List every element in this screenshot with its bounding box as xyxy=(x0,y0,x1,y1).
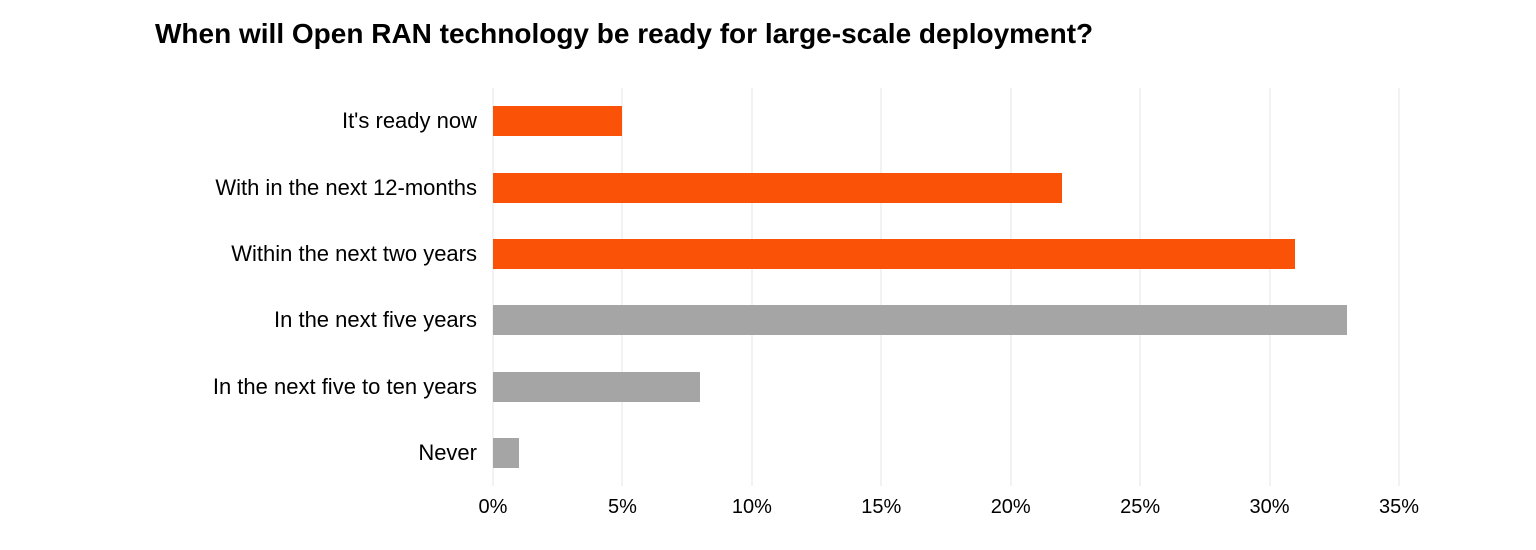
x-tick-label-10%: 10% xyxy=(731,496,772,518)
gridline-5 xyxy=(621,88,623,486)
category-label-3: In the next five years xyxy=(274,307,477,333)
gridline-0 xyxy=(492,88,494,486)
x-tick-label-15%: 15% xyxy=(861,496,902,518)
x-tick-label-35%: 35% xyxy=(1378,496,1420,518)
x-tick-label-20%: 20% xyxy=(990,496,1031,518)
category-label-0: It's ready now xyxy=(341,108,477,134)
bar-3 xyxy=(493,305,1348,336)
x-tick-label-30%: 30% xyxy=(1249,496,1290,518)
gridline-35 xyxy=(1398,88,1400,486)
category-label-4: In the next five to ten years xyxy=(212,373,477,399)
x-tick-label-5%: 5% xyxy=(607,496,637,518)
chart-title: When will Open RAN technology be ready f… xyxy=(155,18,1094,49)
x-tick-label-0%: 0% xyxy=(478,496,508,518)
gridline-10 xyxy=(751,88,753,486)
bar-5 xyxy=(493,437,519,468)
plot-area xyxy=(492,88,1400,486)
bar-2 xyxy=(493,238,1296,269)
gridline-30 xyxy=(1269,88,1271,486)
category-label-1: With in the next 12-months xyxy=(215,174,477,200)
gridline-20 xyxy=(1010,88,1012,486)
gridline-25 xyxy=(1139,88,1141,486)
gridline-15 xyxy=(880,88,882,486)
x-tick-label-25%: 25% xyxy=(1120,496,1161,518)
bar-4 xyxy=(493,371,701,402)
bar-1 xyxy=(493,172,1063,203)
category-label-5: Never xyxy=(418,439,477,465)
bar-0 xyxy=(493,106,623,137)
category-label-2: Within the next two years xyxy=(231,240,477,266)
